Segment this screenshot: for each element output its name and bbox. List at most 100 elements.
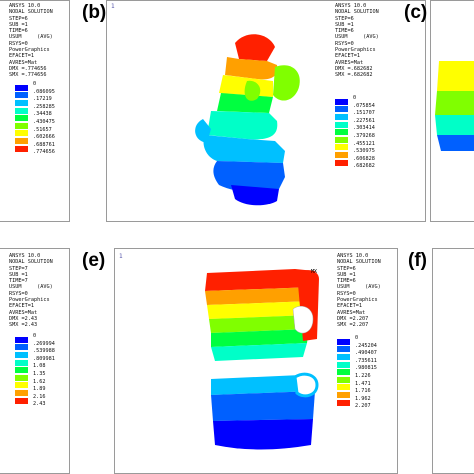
legend-swatch	[337, 369, 350, 376]
panel-a-frame: ANSYS 10.0 NODAL SOLUTION STEP=6 SUB =1 TIME…	[0, 0, 70, 222]
vertebra-e-mx-marker: MX	[311, 269, 317, 275]
panel-a-info-line: AVRES=Mat	[9, 59, 38, 66]
panel-d-info-line: NODAL SOLUTION	[9, 259, 53, 266]
legend-swatch	[15, 397, 28, 404]
panel-a-info-line: ANSYS 10.0	[9, 3, 41, 9]
legend-value: .602666	[33, 134, 55, 141]
vertebra-c-cyan	[435, 115, 474, 135]
legend-value: 2.16	[33, 393, 46, 400]
panel-b-info-line: RSYS=0	[335, 40, 354, 47]
vertebra-e-orange-band	[205, 287, 315, 305]
legend-value: 1.62	[33, 378, 46, 385]
legend-swatch	[15, 92, 28, 99]
vertebra-e-lime-band	[209, 315, 311, 333]
legend-value: .539988	[33, 348, 55, 355]
legend-swatch	[15, 336, 28, 343]
panel-e-info-line: STEP=6	[337, 265, 356, 272]
legend-swatch	[335, 121, 348, 128]
legend-value: 1.89	[33, 386, 46, 393]
panel-a-info-line: SMX =.774656	[9, 72, 47, 79]
legend-value: .455121	[353, 140, 375, 147]
panel-e-info-line: EFACET=1	[337, 303, 362, 310]
legend-swatch	[15, 145, 28, 152]
legend-value: .490407	[355, 350, 377, 357]
panel-d-info-line: STEP=7	[9, 265, 28, 272]
panel-e-info-line: TIME=6	[337, 278, 356, 285]
vertebra-e-lower-loop	[293, 372, 319, 398]
panel-e-info: ANSYS 10.0 NODAL SOLUTION STEP=6 SUB =1 TIME…	[337, 253, 381, 329]
legend-swatch	[15, 130, 28, 137]
legend-swatch	[335, 129, 348, 136]
legend-swatch	[335, 151, 348, 158]
legend-swatch	[15, 382, 28, 389]
panel-e-info-line: AVRES=Mat	[337, 309, 366, 316]
vertebra-b-top-red	[235, 34, 275, 61]
legend-swatch	[15, 367, 28, 374]
legend-value: .682682	[353, 163, 375, 170]
panel-b-info-line: PowerGraphics	[335, 47, 376, 54]
legend-swatch	[337, 361, 350, 368]
panel-e-info-line: NODAL SOLUTION	[337, 259, 381, 266]
legend-value: .303414	[353, 125, 375, 132]
legend-value: .17219	[33, 96, 52, 103]
vertebra-e-lower-mid	[211, 391, 315, 421]
legend-value: 0	[355, 335, 359, 341]
vertebra-c-green	[435, 91, 474, 115]
legend-swatch	[15, 389, 28, 396]
panel-a-info-line: USUM (AVG)	[9, 34, 53, 41]
panel-d-info-line: ANSYS 10.0	[9, 253, 41, 259]
panel-c-partial-model	[435, 61, 474, 151]
panel-b-vertebra-model	[195, 34, 300, 206]
legend-swatch	[337, 384, 350, 391]
legend-swatch	[335, 144, 348, 151]
panel-e-info-line: PowerGraphics	[337, 297, 378, 304]
vertebra-b-cyan-band	[207, 111, 278, 140]
panel-e-info-line: ANSYS 10.0	[337, 253, 369, 259]
legend-swatch	[335, 106, 348, 113]
panel-e-info-line: SMX =2.207	[337, 322, 369, 329]
panel-d-info-line: SUB =1	[9, 271, 28, 278]
legend-value: .530975	[353, 148, 375, 155]
panel-d-info-line: RSYS=0	[9, 290, 28, 297]
panel-b-label: (b)	[82, 2, 107, 23]
vertebra-c-blue	[437, 135, 474, 151]
panel-b-frame: 1 ANSYS 10.0 NODAL SOLUTION STEP=6 SUB =1 TI…	[106, 0, 426, 222]
panel-d-info-line: DMX =2.43	[9, 315, 38, 322]
panel-b-info-line: USUM (AVG)	[335, 34, 379, 41]
panel-d-info-line: AVRES=Mat	[9, 309, 38, 316]
vertebra-b-bottom-blue	[231, 185, 279, 206]
panel-d-info-line: PowerGraphics	[9, 297, 50, 304]
legend-swatch	[335, 113, 348, 120]
panel-a-info-line: SUB =1	[9, 21, 28, 28]
legend-swatch	[15, 115, 28, 122]
legend-value: .980815	[355, 365, 377, 372]
legend-swatch	[15, 351, 28, 358]
panel-b-info-line: SUB =1	[335, 21, 354, 28]
legend-value: .379268	[353, 132, 375, 139]
panel-b-info-line: DMX =.682682	[335, 65, 373, 72]
panel-e-info-line: DMX =2.207	[337, 315, 369, 322]
legend-swatch	[15, 374, 28, 381]
panel-b-info-line: NODAL SOLUTION	[335, 9, 379, 16]
legend-swatch	[337, 399, 350, 406]
panel-c-frame	[430, 0, 474, 222]
panel-a-info-line: TIME=6	[9, 28, 28, 35]
legend-swatch	[15, 107, 28, 114]
panel-e-label: (e)	[82, 250, 106, 271]
vertebra-e-yellow-band	[207, 301, 313, 319]
legend-value: 1.08	[33, 363, 46, 370]
legend-value: 1.35	[33, 370, 46, 377]
panel-d-frame: ANSYS 10.0 NODAL SOLUTION STEP=7 SUB =1 TIME…	[0, 248, 70, 474]
panel-e-info-line: RSYS=0	[337, 290, 356, 297]
panel-e-corner-number: 1	[119, 253, 123, 260]
panel-c-label: (c)	[404, 2, 428, 23]
legend-swatch	[15, 99, 28, 106]
panel-d-info-line: TIME=7	[9, 278, 28, 285]
panel-a-info-line: EFACET=1	[9, 53, 34, 60]
panel-f-label: (f)	[408, 250, 427, 271]
legend-value: .688761	[33, 141, 55, 148]
panel-a-info-line: PowerGraphics	[9, 47, 50, 54]
legend-swatch	[337, 346, 350, 353]
legend-swatch	[15, 122, 28, 129]
legend-swatch	[337, 391, 350, 398]
